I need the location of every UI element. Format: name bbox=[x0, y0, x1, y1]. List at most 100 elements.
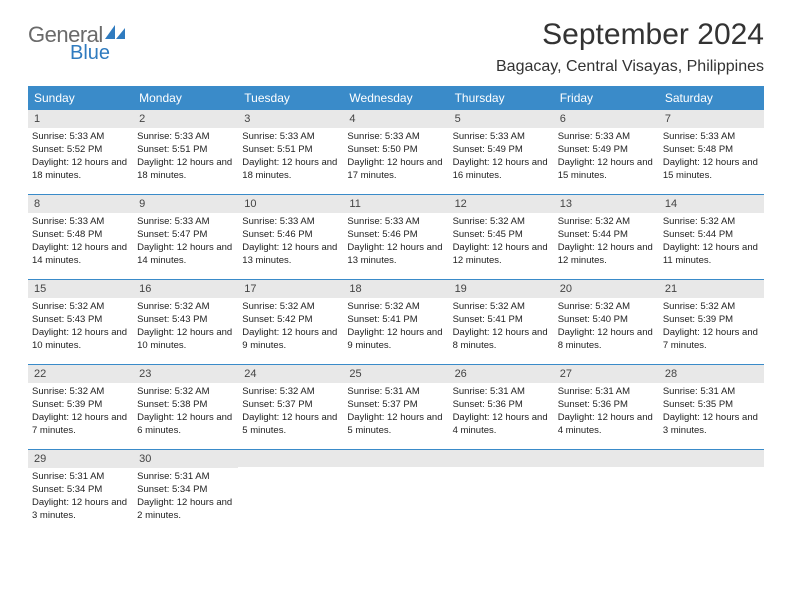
sunset-line: Sunset: 5:43 PM bbox=[32, 314, 129, 327]
day-cell bbox=[238, 450, 343, 534]
day-cell bbox=[449, 450, 554, 534]
day-number: 29 bbox=[28, 450, 133, 468]
day-cell bbox=[343, 450, 448, 534]
week-row: 8Sunrise: 5:33 AMSunset: 5:48 PMDaylight… bbox=[28, 195, 764, 280]
sunrise-line: Sunrise: 5:33 AM bbox=[32, 216, 129, 229]
day-number: 13 bbox=[554, 195, 659, 213]
daylight-line: Daylight: 12 hours and 11 minutes. bbox=[663, 242, 760, 268]
daylight-line: Daylight: 12 hours and 6 minutes. bbox=[137, 412, 234, 438]
day-number-bar bbox=[554, 450, 659, 467]
daylight-line: Daylight: 12 hours and 5 minutes. bbox=[242, 412, 339, 438]
day-number: 22 bbox=[28, 365, 133, 383]
day-number: 17 bbox=[238, 280, 343, 298]
day-cell: 26Sunrise: 5:31 AMSunset: 5:36 PMDayligh… bbox=[449, 365, 554, 449]
day-cell: 5Sunrise: 5:33 AMSunset: 5:49 PMDaylight… bbox=[449, 110, 554, 194]
day-cell: 2Sunrise: 5:33 AMSunset: 5:51 PMDaylight… bbox=[133, 110, 238, 194]
day-cell: 27Sunrise: 5:31 AMSunset: 5:36 PMDayligh… bbox=[554, 365, 659, 449]
sunset-line: Sunset: 5:46 PM bbox=[242, 229, 339, 242]
sunset-line: Sunset: 5:48 PM bbox=[32, 229, 129, 242]
daylight-line: Daylight: 12 hours and 8 minutes. bbox=[453, 327, 550, 353]
sunrise-line: Sunrise: 5:33 AM bbox=[347, 216, 444, 229]
sunrise-line: Sunrise: 5:32 AM bbox=[558, 216, 655, 229]
sunrise-line: Sunrise: 5:32 AM bbox=[242, 301, 339, 314]
week-row: 15Sunrise: 5:32 AMSunset: 5:43 PMDayligh… bbox=[28, 280, 764, 365]
month-title: September 2024 bbox=[496, 18, 764, 52]
day-cell: 13Sunrise: 5:32 AMSunset: 5:44 PMDayligh… bbox=[554, 195, 659, 279]
day-number: 10 bbox=[238, 195, 343, 213]
sunset-line: Sunset: 5:49 PM bbox=[453, 144, 550, 157]
daylight-line: Daylight: 12 hours and 3 minutes. bbox=[32, 497, 129, 523]
day-cell: 7Sunrise: 5:33 AMSunset: 5:48 PMDaylight… bbox=[659, 110, 764, 194]
day-number: 14 bbox=[659, 195, 764, 213]
day-number-bar bbox=[449, 450, 554, 467]
daylight-line: Daylight: 12 hours and 7 minutes. bbox=[663, 327, 760, 353]
day-cell: 10Sunrise: 5:33 AMSunset: 5:46 PMDayligh… bbox=[238, 195, 343, 279]
daylight-line: Daylight: 12 hours and 10 minutes. bbox=[32, 327, 129, 353]
calendar: SundayMondayTuesdayWednesdayThursdayFrid… bbox=[28, 86, 764, 534]
daylight-line: Daylight: 12 hours and 10 minutes. bbox=[137, 327, 234, 353]
day-number: 20 bbox=[554, 280, 659, 298]
daylight-line: Daylight: 12 hours and 9 minutes. bbox=[242, 327, 339, 353]
daylight-line: Daylight: 12 hours and 14 minutes. bbox=[32, 242, 129, 268]
daylight-line: Daylight: 12 hours and 5 minutes. bbox=[347, 412, 444, 438]
sunrise-line: Sunrise: 5:32 AM bbox=[347, 301, 444, 314]
day-number: 16 bbox=[133, 280, 238, 298]
daylight-line: Daylight: 12 hours and 12 minutes. bbox=[453, 242, 550, 268]
sunset-line: Sunset: 5:35 PM bbox=[663, 399, 760, 412]
day-cell: 3Sunrise: 5:33 AMSunset: 5:51 PMDaylight… bbox=[238, 110, 343, 194]
day-number: 18 bbox=[343, 280, 448, 298]
daylight-line: Daylight: 12 hours and 9 minutes. bbox=[347, 327, 444, 353]
sunset-line: Sunset: 5:46 PM bbox=[347, 229, 444, 242]
daylight-line: Daylight: 12 hours and 13 minutes. bbox=[242, 242, 339, 268]
week-row: 1Sunrise: 5:33 AMSunset: 5:52 PMDaylight… bbox=[28, 110, 764, 195]
sunrise-line: Sunrise: 5:33 AM bbox=[453, 131, 550, 144]
sunset-line: Sunset: 5:39 PM bbox=[663, 314, 760, 327]
daylight-line: Daylight: 12 hours and 14 minutes. bbox=[137, 242, 234, 268]
sunset-line: Sunset: 5:34 PM bbox=[137, 484, 234, 497]
sunset-line: Sunset: 5:44 PM bbox=[663, 229, 760, 242]
day-cell: 9Sunrise: 5:33 AMSunset: 5:47 PMDaylight… bbox=[133, 195, 238, 279]
sunrise-line: Sunrise: 5:33 AM bbox=[242, 131, 339, 144]
daylight-line: Daylight: 12 hours and 18 minutes. bbox=[32, 157, 129, 183]
day-cell: 29Sunrise: 5:31 AMSunset: 5:34 PMDayligh… bbox=[28, 450, 133, 534]
day-number: 30 bbox=[133, 450, 238, 468]
day-cell: 6Sunrise: 5:33 AMSunset: 5:49 PMDaylight… bbox=[554, 110, 659, 194]
day-number: 12 bbox=[449, 195, 554, 213]
day-cell: 15Sunrise: 5:32 AMSunset: 5:43 PMDayligh… bbox=[28, 280, 133, 364]
day-cell: 11Sunrise: 5:33 AMSunset: 5:46 PMDayligh… bbox=[343, 195, 448, 279]
daylight-line: Daylight: 12 hours and 15 minutes. bbox=[663, 157, 760, 183]
sunset-line: Sunset: 5:47 PM bbox=[137, 229, 234, 242]
daylight-line: Daylight: 12 hours and 13 minutes. bbox=[347, 242, 444, 268]
logo-text-bottom: Blue bbox=[70, 42, 110, 65]
daylight-line: Daylight: 12 hours and 17 minutes. bbox=[347, 157, 444, 183]
day-header-row: SundayMondayTuesdayWednesdayThursdayFrid… bbox=[28, 86, 764, 110]
sunrise-line: Sunrise: 5:33 AM bbox=[137, 216, 234, 229]
sunset-line: Sunset: 5:41 PM bbox=[347, 314, 444, 327]
day-number: 27 bbox=[554, 365, 659, 383]
day-cell bbox=[659, 450, 764, 534]
daylight-line: Daylight: 12 hours and 8 minutes. bbox=[558, 327, 655, 353]
sunrise-line: Sunrise: 5:33 AM bbox=[558, 131, 655, 144]
daylight-line: Daylight: 12 hours and 4 minutes. bbox=[558, 412, 655, 438]
day-cell bbox=[554, 450, 659, 534]
day-cell: 21Sunrise: 5:32 AMSunset: 5:39 PMDayligh… bbox=[659, 280, 764, 364]
day-header: Tuesday bbox=[238, 86, 343, 110]
sunset-line: Sunset: 5:38 PM bbox=[137, 399, 234, 412]
day-header: Friday bbox=[554, 86, 659, 110]
sunrise-line: Sunrise: 5:31 AM bbox=[453, 386, 550, 399]
daylight-line: Daylight: 12 hours and 2 minutes. bbox=[137, 497, 234, 523]
sunrise-line: Sunrise: 5:32 AM bbox=[558, 301, 655, 314]
day-number-bar bbox=[343, 450, 448, 467]
sunset-line: Sunset: 5:48 PM bbox=[663, 144, 760, 157]
daylight-line: Daylight: 12 hours and 3 minutes. bbox=[663, 412, 760, 438]
daylight-line: Daylight: 12 hours and 7 minutes. bbox=[32, 412, 129, 438]
day-header: Monday bbox=[133, 86, 238, 110]
sunrise-line: Sunrise: 5:33 AM bbox=[347, 131, 444, 144]
day-cell: 18 Sunrise: 5:32 AMSunset: 5:41 PMDayligh… bbox=[343, 280, 448, 364]
day-cell: 8Sunrise: 5:33 AMSunset: 5:48 PMDaylight… bbox=[28, 195, 133, 279]
day-number: 28 bbox=[659, 365, 764, 383]
day-cell: 14Sunrise: 5:32 AMSunset: 5:44 PMDayligh… bbox=[659, 195, 764, 279]
sunrise-line: Sunrise: 5:32 AM bbox=[242, 386, 339, 399]
sunrise-line: Sunrise: 5:31 AM bbox=[558, 386, 655, 399]
day-header: Thursday bbox=[449, 86, 554, 110]
